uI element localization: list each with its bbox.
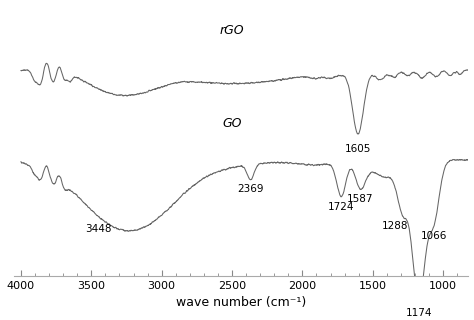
- Text: 1288: 1288: [382, 221, 409, 231]
- Text: 1724: 1724: [328, 202, 355, 212]
- Text: GO: GO: [222, 116, 242, 130]
- Text: 3448: 3448: [85, 224, 112, 234]
- Text: 1587: 1587: [347, 194, 374, 204]
- X-axis label: wave number (cm⁻¹): wave number (cm⁻¹): [176, 296, 306, 309]
- Text: rGO: rGO: [220, 24, 245, 37]
- Text: 1066: 1066: [420, 231, 447, 241]
- Text: 1605: 1605: [345, 144, 371, 154]
- Text: 2369: 2369: [237, 184, 264, 194]
- Text: 1174: 1174: [405, 308, 432, 318]
